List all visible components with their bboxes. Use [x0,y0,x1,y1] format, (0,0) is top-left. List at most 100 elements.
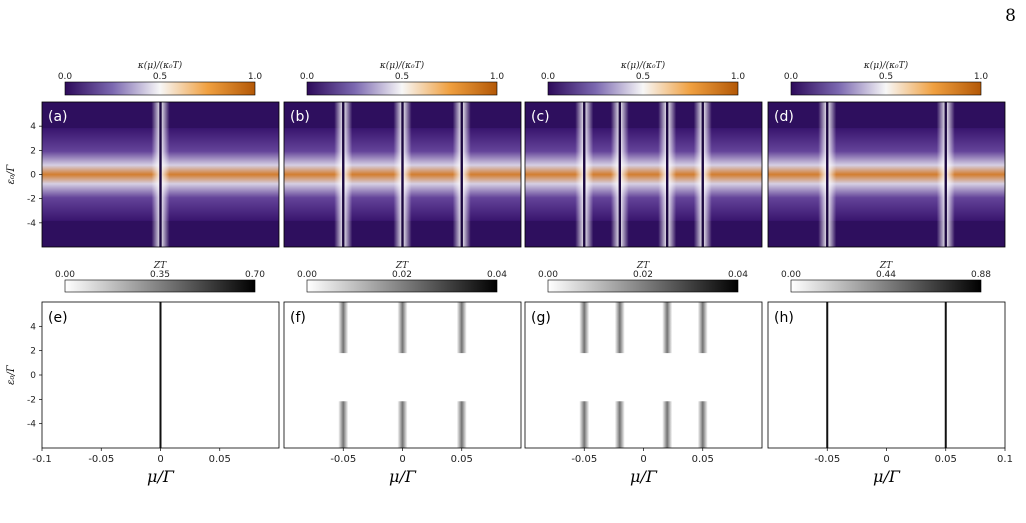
colorbar-tick-label: 0.5 [636,72,650,82]
resonance-line [618,102,621,247]
panel-f: ZT 0.00 0.02 0.04 (f) -0.05 0 0.05 μ/Γ [283,261,522,486]
resonance-feature-lower [397,401,408,448]
colorbar-tick-label: 0.5 [153,72,167,82]
colorbar-tick-label: 0.00 [297,270,317,280]
colorbar-label: ZT [879,261,893,271]
page-number: 8 [1005,6,1016,26]
y-tick-label: 2 [30,347,36,357]
x-tick-label: 0.05 [692,454,714,465]
colorbar-tick-label: 0.04 [728,270,748,280]
colorbar [790,81,982,96]
y-tick-label: 0 [30,371,36,381]
x-tick-label: -0.1 [32,454,52,465]
colorbar [547,279,739,293]
colorbar-label: κ(μ)/(κ₀T) [137,60,183,71]
colorbar-tick-label: 0.35 [150,270,170,280]
colorbar-tick-label: 1.0 [490,72,505,82]
x-axis-label: μ/Γ [389,467,417,486]
resonance-line [944,102,947,247]
x-tick-label: -0.05 [330,454,356,465]
colorbar-tick-label: 0.04 [487,270,507,280]
colorbar-tick-label: 0.88 [971,270,991,280]
colorbar-tick-label: 0.5 [395,72,409,82]
panel-label: (e) [48,310,68,326]
panel-h: ZT 0.00 0.44 0.88 (h) -0.05 0 0.05 0.1 μ/Γ [767,261,1013,486]
resonance-line [701,102,704,247]
panel-frame [524,101,763,248]
panel-frame [767,101,1006,248]
colorbar [790,279,982,293]
colorbar-tick-label: 0.02 [392,270,412,280]
y-axis-label: ε₀/Γ [6,164,17,185]
colorbar-tick-label: 0.00 [781,270,801,280]
resonance-feature-upper [697,302,708,354]
panel-label: (c) [531,109,550,125]
x-tick-label: 0.05 [935,454,957,465]
colorbar-tick-label: 0.00 [55,270,75,280]
colorbar-tick-label: 0.44 [876,270,896,280]
colorbar-tick-label: 1.0 [974,72,989,82]
colorbar-tick-label: 0.70 [245,270,265,280]
colorbar-tick-label: 0.02 [633,270,653,280]
heatmap-background [525,302,762,448]
x-tick-label: 0 [640,454,646,465]
x-tick-label: 0.1 [997,454,1013,465]
x-tick-label: -0.05 [88,454,114,465]
panel-e: ZT 0.00 0.35 0.70 (e) -0.1 -0.05 0 0.05 μ/Γ 4 2 0 -2 -… [6,261,280,486]
colorbar-label: κ(μ)/(κ₀T) [379,60,425,71]
resonance-feature-lower [579,401,590,448]
colorbar-tick-label: 0.0 [58,72,73,82]
panel-a: κ(μ)/(κ₀T) 0.0 0.5 1.0 (a) 4 2 0 -2 -4 ε₀/Γ [6,60,280,248]
resonance-feature-lower [338,401,349,448]
colorbar-tick-label: 0.0 [784,72,799,82]
colorbar-label: ZT [153,261,167,271]
y-tick-label: -4 [27,420,36,430]
resonance-line [944,302,947,448]
x-axis-label: μ/Γ [147,467,175,486]
resonance-feature-upper [662,302,673,354]
panel-label: (h) [774,310,794,326]
x-tick-label: -0.05 [571,454,597,465]
heatmap-band [525,128,762,221]
resonance-line [460,102,463,247]
resonance-feature-upper [338,302,349,354]
panel-label: (b) [290,109,310,125]
resonance-feature-lower [614,401,625,448]
colorbar-tick-label: 0.0 [541,72,556,82]
resonance-feature-upper [397,302,408,354]
resonance-line [401,102,404,247]
x-tick-label: 0 [399,454,405,465]
y-tick-label: -4 [27,219,36,229]
y-tick-label: 4 [30,322,36,332]
colorbar-label: ZT [395,261,409,271]
resonance-line [826,102,829,247]
resonance-feature-upper [614,302,625,354]
colorbar [64,81,256,96]
resonance-feature-lower [662,401,673,448]
heatmap-background [768,302,1005,448]
x-tick-label: 0 [157,454,163,465]
panel-label: (a) [48,109,68,125]
colorbar-tick-label: 0.00 [538,270,558,280]
colorbar-tick-label: 1.0 [248,72,263,82]
x-tick-label: 0.05 [209,454,231,465]
panel-b: κ(μ)/(κ₀T) 0.0 0.5 1.0 (b) [283,60,522,248]
x-tick-label: -0.05 [814,454,840,465]
panel-d: κ(μ)/(κ₀T) 0.0 0.5 1.0 (d) [767,60,1006,248]
panel-label: (d) [774,109,794,125]
colorbar-tick-label: 1.0 [731,72,746,82]
x-axis-label: μ/Γ [630,467,658,486]
panel-label: (f) [290,310,306,326]
panel-label: (g) [531,310,551,326]
y-tick-label: -2 [27,195,36,205]
colorbar-tick-label: 0.0 [300,72,315,82]
y-axis-label: ε₀/Γ [6,364,17,385]
resonance-feature-lower [456,401,467,448]
resonance-feature-upper [579,302,590,354]
colorbar [306,279,498,293]
y-tick-label: 2 [30,146,36,156]
x-tick-label: 0 [883,454,889,465]
panel-c: κ(μ)/(κ₀T) 0.0 0.5 1.0 (c) [524,60,763,248]
resonance-line [666,102,669,247]
panel-g: ZT 0.00 0.02 0.04 (g) -0.05 0 0.05 μ/Γ [524,261,763,486]
